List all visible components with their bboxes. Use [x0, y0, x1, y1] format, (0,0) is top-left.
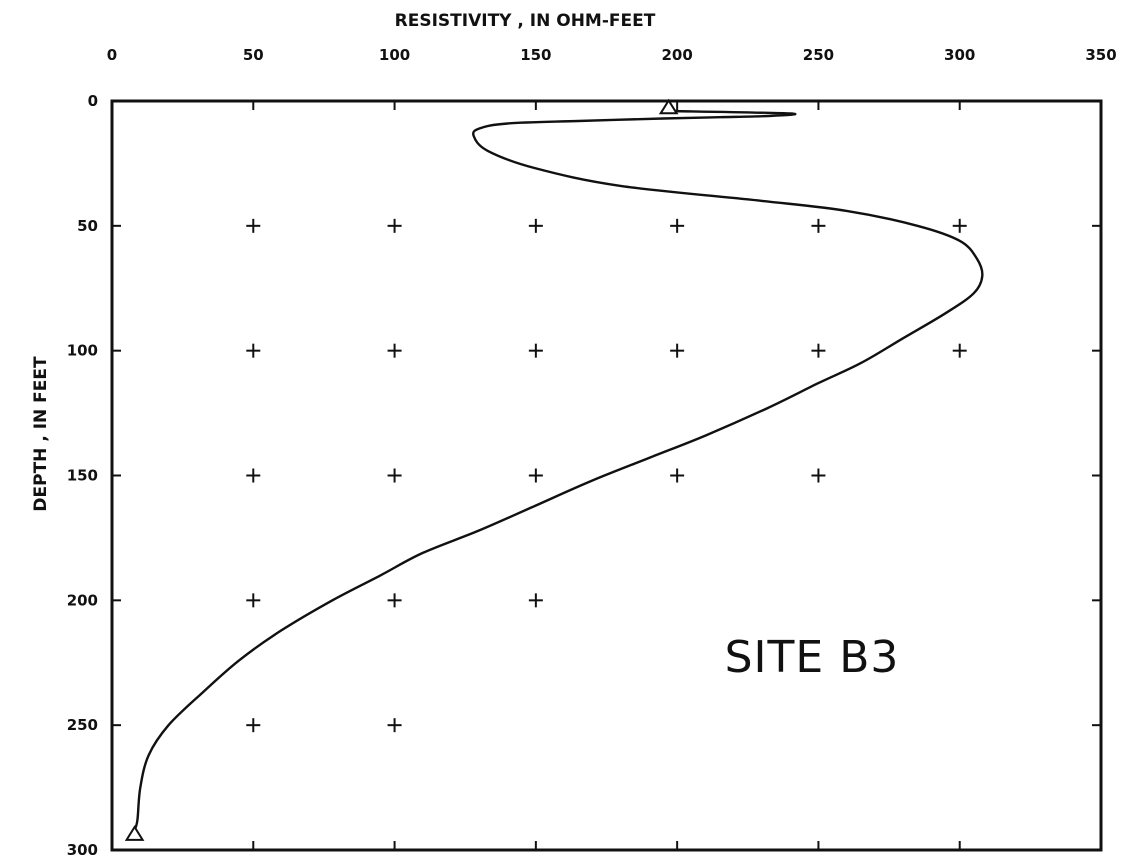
grid-plus-marker: [528, 593, 543, 608]
x-tick-label-250: 250: [803, 46, 834, 64]
grid-plus-marker: [952, 343, 967, 358]
grid-plus-marker: [387, 468, 402, 483]
x-tick-label-150: 150: [520, 46, 551, 64]
x-tick-label-200: 200: [661, 46, 692, 64]
label-layer: RESISTIVITY , IN OHM-FEET DEPTH , IN FEE…: [31, 11, 900, 683]
y-tick-label-0: 0: [88, 92, 98, 110]
y-tick-label-100: 100: [67, 342, 98, 360]
grid-plus-marker: [246, 218, 261, 233]
grid-plus-marker: [246, 718, 261, 733]
grid-plus-marker: [952, 218, 967, 233]
end-marker-triangle-0: [658, 98, 679, 115]
grid-plus-marker: [811, 468, 826, 483]
y-axis-title: DEPTH , IN FEET: [31, 356, 51, 512]
grid-plus-marker: [387, 218, 402, 233]
y-tick-label-250: 250: [67, 716, 98, 734]
grid-plus-marker: [387, 718, 402, 733]
end-marker-triangle-1: [124, 825, 145, 841]
y-tick-label-50: 50: [77, 217, 98, 235]
x-tick-label-300: 300: [944, 46, 975, 64]
grid-plus-marker: [811, 218, 826, 233]
grid-plus-marker: [670, 468, 685, 483]
grid-plus-marker: [528, 468, 543, 483]
x-axis-title: RESISTIVITY , IN OHM-FEET: [395, 11, 656, 31]
site-annotation: SITE B3: [725, 632, 900, 683]
x-tick-label-50: 50: [243, 46, 264, 64]
tick-layer: 0 50 100 150 200 250 300 350 0 50 100 150 200 250 300: [67, 46, 1117, 859]
grid-plus-marker: [387, 343, 402, 358]
y-tick-label-150: 150: [67, 467, 98, 485]
x-tick-label-100: 100: [379, 46, 410, 64]
grid-plus-marker: [670, 343, 685, 358]
grid-plus-marker: [246, 343, 261, 358]
grid-plus-marker: [811, 343, 826, 358]
grid-plus-marker: [670, 218, 685, 233]
x-tick-label-350: 350: [1085, 46, 1116, 64]
grid-plus-marker: [528, 218, 543, 233]
y-tick-label-300: 300: [67, 841, 98, 858]
x-tick-label-0: 0: [107, 46, 117, 64]
grid-plus-marker: [246, 468, 261, 483]
series-line-0: [133, 109, 984, 831]
grid-plus-marker: [528, 343, 543, 358]
grid-marker-layer: [246, 218, 967, 733]
grid-plus-marker: [387, 593, 402, 608]
y-tick-label-200: 200: [67, 591, 98, 609]
grid-plus-marker: [246, 593, 261, 608]
series-layer: [124, 98, 984, 841]
